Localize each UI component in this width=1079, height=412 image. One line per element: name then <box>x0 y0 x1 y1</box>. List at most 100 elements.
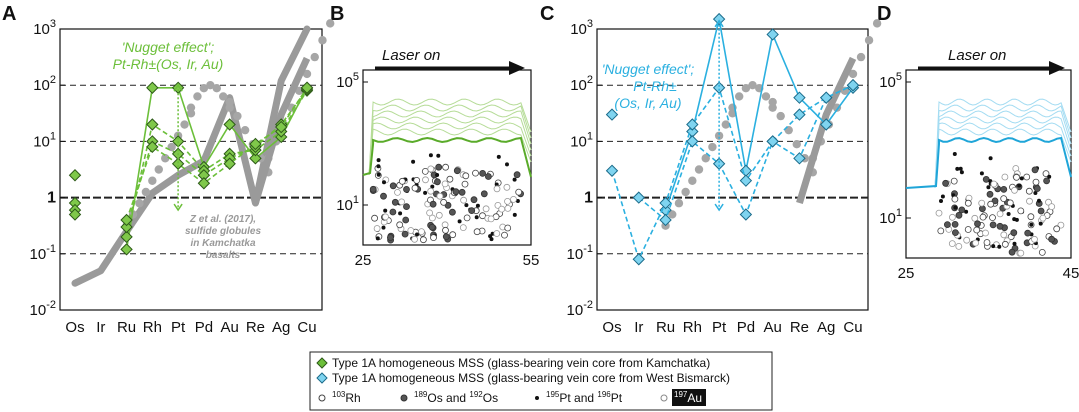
pt-point <box>512 212 517 217</box>
au-point <box>428 214 436 222</box>
data-point <box>120 220 133 234</box>
reference-bead <box>186 103 196 112</box>
panel-a-chart: 10-2 10-1 1 101 102 103 Os Ir Ru Rh Pt Pd Au Re Ag Cu <box>30 18 335 336</box>
series-line <box>125 90 308 238</box>
os-point <box>989 221 997 229</box>
pt-point <box>376 164 381 169</box>
x-tick-label: 25 <box>355 252 372 269</box>
rh-point <box>1001 240 1009 248</box>
plot-frame <box>59 28 323 311</box>
pt-point <box>515 199 520 203</box>
y-tick-label: 102 <box>33 74 56 94</box>
data-point <box>659 213 672 227</box>
reference-bead <box>240 125 250 135</box>
au-point <box>435 211 443 219</box>
pt-point <box>423 190 428 195</box>
au-point <box>411 235 419 243</box>
panel-b-chart: 105 101 25 55 <box>336 61 539 269</box>
pt-point <box>430 184 435 189</box>
x-tick-label: Pd <box>195 319 213 336</box>
reference-bead <box>856 52 866 62</box>
reference-bead <box>225 97 234 107</box>
pt-point <box>428 153 433 158</box>
reference-trend-line-2 <box>252 56 311 205</box>
pt-point <box>1019 176 1024 181</box>
rh-point <box>1006 199 1014 207</box>
legend-rh-marker <box>318 394 326 402</box>
reference-bead <box>310 52 319 62</box>
data-point <box>223 118 236 131</box>
os-point <box>401 230 409 238</box>
reference-bead <box>668 210 677 219</box>
reference-bead <box>721 120 731 129</box>
data-point <box>712 12 726 26</box>
os-point <box>996 222 1004 230</box>
au-point <box>427 165 435 173</box>
os-point <box>942 179 949 187</box>
panel-label-d: D <box>877 3 891 25</box>
rh-point <box>430 234 437 242</box>
reference-bead <box>701 154 710 163</box>
pt-point <box>952 152 957 156</box>
au-point <box>948 240 956 248</box>
au-point <box>510 195 517 203</box>
au-point <box>1048 203 1056 211</box>
reference-bead <box>318 36 327 45</box>
x-tick-label: Ir <box>96 319 105 336</box>
data-point <box>820 91 833 104</box>
os-point <box>448 208 456 216</box>
au-point <box>398 198 406 206</box>
x-tick-label: 45 <box>1063 265 1079 282</box>
au-point <box>978 199 986 207</box>
au-point <box>394 188 401 196</box>
x-tick-label: 55 <box>523 252 540 269</box>
au-point <box>955 242 963 250</box>
pt-point <box>1017 183 1022 188</box>
legend-os-marker <box>400 394 408 402</box>
nugget-label-a-1: 'Nugget effect'; <box>122 39 215 55</box>
panel-label-c: C <box>540 3 554 25</box>
x-tick-label: Ru <box>117 319 136 336</box>
reference-bead <box>792 140 801 149</box>
au-point <box>963 236 971 244</box>
data-point <box>249 152 262 165</box>
reference-bead <box>848 69 858 79</box>
rh-point <box>449 231 457 239</box>
y-tick-label: 101 <box>336 194 359 214</box>
au-point <box>436 192 444 200</box>
signal-line <box>934 116 1072 189</box>
rh-point <box>1027 213 1035 221</box>
y-tick-label: 101 <box>879 207 902 227</box>
signal-line <box>934 122 1072 189</box>
signal-line <box>368 110 532 176</box>
os-point <box>1037 207 1045 215</box>
os-point <box>1010 229 1018 237</box>
legend-bismarck-marker <box>316 372 328 384</box>
reference-bead <box>233 111 242 121</box>
rh-point <box>461 180 469 188</box>
x-tick-label: Pd <box>737 319 755 336</box>
pt-point <box>381 225 386 230</box>
reference-trend-line-2 <box>796 56 857 205</box>
pt-point <box>997 244 1002 249</box>
data-point <box>632 253 645 266</box>
y-tick-label: 103 <box>33 18 56 38</box>
au-point <box>1001 173 1009 181</box>
os-point <box>944 221 951 229</box>
au-point <box>422 176 429 184</box>
x-tick-label: Cu <box>843 319 862 336</box>
nugget-label-c-2: Pt-Rh± <box>633 78 677 94</box>
reference-bead <box>148 176 157 185</box>
data-point <box>68 169 82 182</box>
signal-main-line <box>362 136 532 178</box>
nugget-arrow-head <box>173 203 183 212</box>
reference-bead <box>141 187 151 197</box>
os-point <box>1031 166 1039 174</box>
data-point <box>793 91 806 104</box>
rh-point <box>1013 173 1020 181</box>
pt-point <box>382 180 386 185</box>
os-point <box>1000 185 1008 193</box>
au-point <box>441 221 449 229</box>
au-point <box>971 214 979 222</box>
os-point <box>955 211 963 219</box>
